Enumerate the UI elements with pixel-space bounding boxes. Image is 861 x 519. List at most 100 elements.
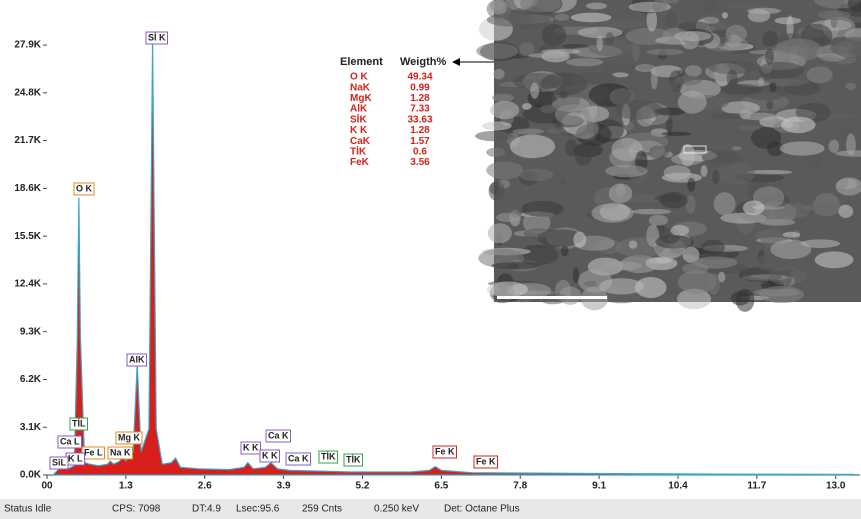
texture bbox=[585, 2, 607, 10]
texture bbox=[720, 83, 762, 95]
texture bbox=[646, 48, 684, 56]
status-item: Lsec:95.6 bbox=[236, 504, 280, 515]
texture bbox=[685, 195, 696, 214]
peak-label: Fe L bbox=[84, 447, 103, 457]
peak-label: K K bbox=[243, 442, 259, 452]
element-weight: 33.63 bbox=[407, 114, 432, 125]
x-tick-label: 11.7 bbox=[747, 481, 766, 492]
texture bbox=[605, 164, 648, 178]
texture bbox=[631, 208, 672, 215]
peak-label: Fe K bbox=[435, 446, 455, 456]
peak-label: AlK bbox=[129, 354, 145, 364]
texture bbox=[572, 267, 579, 284]
element-weight: 7.33 bbox=[410, 104, 430, 115]
texture bbox=[766, 100, 774, 110]
texture bbox=[846, 133, 856, 156]
texture bbox=[830, 37, 861, 59]
texture bbox=[764, 48, 774, 65]
element-name: TİK bbox=[350, 145, 367, 158]
texture bbox=[848, 0, 861, 12]
texture bbox=[685, 65, 702, 77]
x-tick-label: 00 bbox=[41, 481, 53, 492]
y-tick-label: 12.4K bbox=[14, 279, 41, 290]
texture bbox=[783, 203, 811, 218]
peak-label: Mg K bbox=[118, 432, 140, 442]
element-name: O K bbox=[350, 72, 369, 83]
texture bbox=[666, 115, 673, 135]
scale-bar bbox=[497, 296, 607, 299]
texture bbox=[554, 13, 570, 21]
texture bbox=[598, 278, 645, 295]
texture bbox=[770, 239, 812, 260]
texture bbox=[702, 0, 719, 13]
texture bbox=[547, 128, 563, 134]
texture bbox=[565, 58, 604, 67]
y-tick-label: 21.7K bbox=[14, 135, 41, 146]
texture bbox=[634, 64, 656, 72]
texture bbox=[593, 122, 600, 136]
x-tick-label: 6.5 bbox=[434, 481, 448, 492]
texture bbox=[731, 146, 742, 151]
texture bbox=[726, 69, 738, 88]
texture bbox=[707, 60, 758, 75]
texture bbox=[786, 15, 794, 39]
status-item: CPS: 7098 bbox=[112, 504, 161, 515]
texture bbox=[835, 177, 861, 196]
texture bbox=[519, 168, 554, 182]
texture bbox=[493, 68, 505, 80]
texture bbox=[540, 48, 581, 55]
texture bbox=[496, 212, 520, 223]
texture bbox=[768, 266, 807, 286]
marker bbox=[683, 145, 707, 154]
sem-image bbox=[475, 0, 861, 312]
texture bbox=[541, 24, 567, 47]
texture bbox=[520, 200, 564, 217]
spectrum bbox=[51, 43, 855, 476]
peak-label: Ca K bbox=[288, 453, 309, 463]
texture bbox=[735, 288, 755, 312]
texture bbox=[708, 273, 720, 295]
y-tick-label: 15.5K bbox=[14, 231, 41, 242]
texture bbox=[682, 246, 700, 263]
texture bbox=[611, 137, 643, 162]
element-name: FeK bbox=[350, 157, 370, 168]
texture bbox=[540, 104, 558, 114]
element-name: SİK bbox=[350, 112, 367, 125]
status-item: 0.250 keV bbox=[374, 504, 419, 515]
texture bbox=[648, 214, 669, 226]
texture bbox=[583, 280, 597, 287]
element-name: K K bbox=[350, 125, 368, 136]
status-item: DT:4.9 bbox=[192, 504, 221, 515]
texture bbox=[739, 108, 752, 120]
texture bbox=[704, 25, 715, 32]
texture bbox=[721, 11, 728, 19]
texture bbox=[668, 79, 678, 98]
texture bbox=[663, 165, 691, 180]
texture bbox=[661, 131, 692, 136]
texture bbox=[742, 200, 765, 216]
element-weight: 1.28 bbox=[410, 93, 430, 104]
element-weight: 3.56 bbox=[410, 157, 430, 168]
texture bbox=[605, 32, 615, 46]
element-name: MgK bbox=[350, 93, 372, 104]
texture bbox=[530, 82, 540, 99]
texture bbox=[678, 21, 713, 33]
y-tick-label: 3.1K bbox=[20, 422, 42, 433]
table-header: Weigth% bbox=[400, 56, 446, 68]
texture bbox=[762, 78, 809, 87]
peak-label: TİK bbox=[346, 454, 361, 464]
texture bbox=[650, 68, 658, 90]
element-weight: 1.28 bbox=[410, 125, 430, 136]
texture bbox=[487, 223, 512, 244]
texture bbox=[817, 10, 851, 20]
texture bbox=[488, 181, 505, 201]
texture bbox=[560, 245, 569, 257]
x-tick-label: 13.0 bbox=[826, 481, 846, 492]
texture bbox=[670, 225, 690, 236]
texture bbox=[680, 31, 700, 50]
x-tick-label: 3.9 bbox=[277, 481, 291, 492]
texture bbox=[804, 202, 849, 215]
texture bbox=[486, 281, 528, 298]
x-tick-label: 7.8 bbox=[513, 481, 527, 492]
peak-label-box bbox=[107, 446, 134, 460]
